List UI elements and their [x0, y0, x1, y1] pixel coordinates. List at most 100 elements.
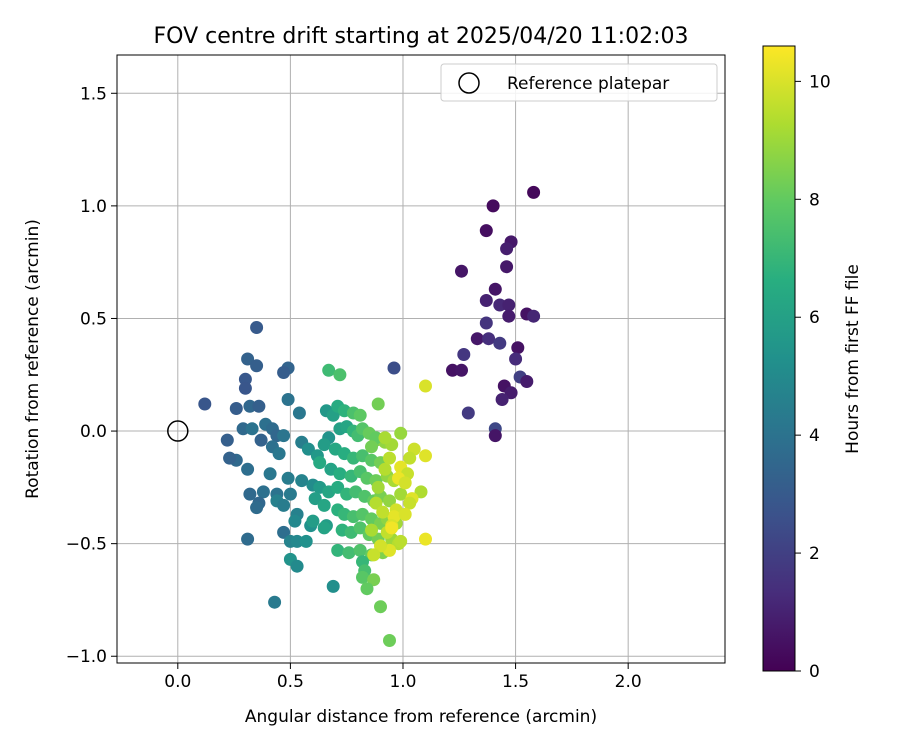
data-point	[277, 525, 291, 539]
data-point	[295, 474, 309, 488]
data-point	[461, 406, 475, 420]
data-point	[367, 548, 381, 562]
colorbar: 0 2 4 6 8 10 Hours from first FF file	[762, 45, 863, 682]
data-point	[331, 480, 345, 494]
data-point	[288, 514, 302, 528]
legend-marker-icon	[458, 72, 480, 94]
data-point	[283, 487, 297, 501]
data-point	[383, 451, 396, 465]
data-point	[371, 397, 385, 411]
data-point	[511, 341, 525, 355]
data-point	[317, 498, 331, 512]
data-point	[365, 440, 378, 454]
data-point	[263, 467, 277, 481]
data-point	[403, 496, 417, 510]
data-point	[378, 431, 392, 445]
data-point	[277, 366, 291, 379]
data-point	[333, 368, 347, 382]
data-point	[238, 381, 252, 395]
x-tick-label: 0.0	[164, 672, 191, 692]
data-point	[252, 399, 266, 413]
data-point	[356, 570, 369, 584]
data-point	[470, 332, 484, 346]
y-tick-label: 0.0	[80, 422, 107, 442]
data-point	[455, 264, 468, 278]
data-point	[272, 447, 286, 461]
data-point	[353, 543, 367, 557]
data-point	[317, 438, 331, 452]
data-point	[256, 485, 270, 499]
data-point	[353, 521, 367, 535]
data-point	[419, 449, 432, 463]
data-point	[317, 521, 331, 535]
colorbar-tick-label: 0	[809, 662, 820, 682]
colorbar-label: Hours from first FF file	[843, 264, 863, 454]
data-point	[488, 282, 502, 296]
data-point	[281, 393, 295, 406]
data-point	[301, 442, 315, 456]
legend-entry-label: Reference platepar	[507, 74, 669, 94]
data-point	[306, 514, 320, 528]
data-point	[326, 579, 340, 593]
data-point	[241, 462, 255, 476]
data-point	[527, 309, 541, 323]
y-tick-label: −1.0	[66, 647, 107, 667]
data-point	[488, 429, 502, 443]
data-point	[419, 379, 432, 393]
colorbar-gradient	[762, 45, 796, 672]
data-point	[243, 487, 257, 501]
data-point	[198, 397, 212, 411]
data-point	[495, 393, 509, 406]
data-point	[367, 573, 381, 587]
data-point	[250, 359, 264, 373]
data-point	[250, 501, 264, 515]
data-point	[398, 507, 412, 521]
data-point	[371, 480, 385, 494]
data-point	[520, 375, 534, 388]
legend-box	[440, 63, 718, 102]
data-point	[292, 406, 306, 420]
data-point	[446, 363, 459, 377]
data-point	[322, 363, 336, 377]
x-tick-label: 0.5	[277, 672, 304, 692]
y-tick-label: 0.5	[80, 309, 107, 329]
data-point	[299, 534, 313, 548]
data-point	[243, 399, 257, 413]
data-point	[290, 534, 304, 548]
gridlines	[117, 55, 725, 663]
data-point	[394, 487, 408, 501]
data-point	[479, 224, 493, 238]
x-tick-label: 1.0	[389, 672, 416, 692]
data-points	[198, 185, 541, 647]
y-tick-label: 1.5	[80, 84, 107, 104]
data-point	[394, 426, 408, 440]
data-point	[277, 429, 291, 443]
data-point	[502, 298, 516, 312]
data-point	[369, 496, 383, 510]
data-point	[455, 363, 468, 377]
data-point	[378, 462, 392, 476]
data-point	[374, 600, 387, 614]
data-point	[509, 352, 523, 366]
y-axis-label: Rotation from reference (arcmin)	[23, 219, 43, 499]
reference-platepar-marker	[167, 420, 189, 442]
data-point	[500, 242, 514, 256]
data-point	[527, 185, 541, 199]
colorbar-ticks: 0 2 4 6 8 10	[795, 72, 831, 682]
data-point	[241, 352, 255, 366]
data-point	[308, 492, 322, 506]
data-point	[331, 543, 345, 557]
data-point	[385, 521, 399, 535]
data-point	[333, 467, 347, 481]
data-point	[486, 199, 500, 213]
data-point	[220, 433, 234, 447]
data-point	[387, 361, 401, 375]
data-point	[229, 402, 243, 415]
x-axis-label: Angular distance from reference (arcmin)	[245, 707, 597, 727]
data-point	[376, 505, 390, 519]
data-point	[254, 433, 268, 447]
data-point	[500, 260, 514, 274]
data-point	[238, 372, 252, 386]
